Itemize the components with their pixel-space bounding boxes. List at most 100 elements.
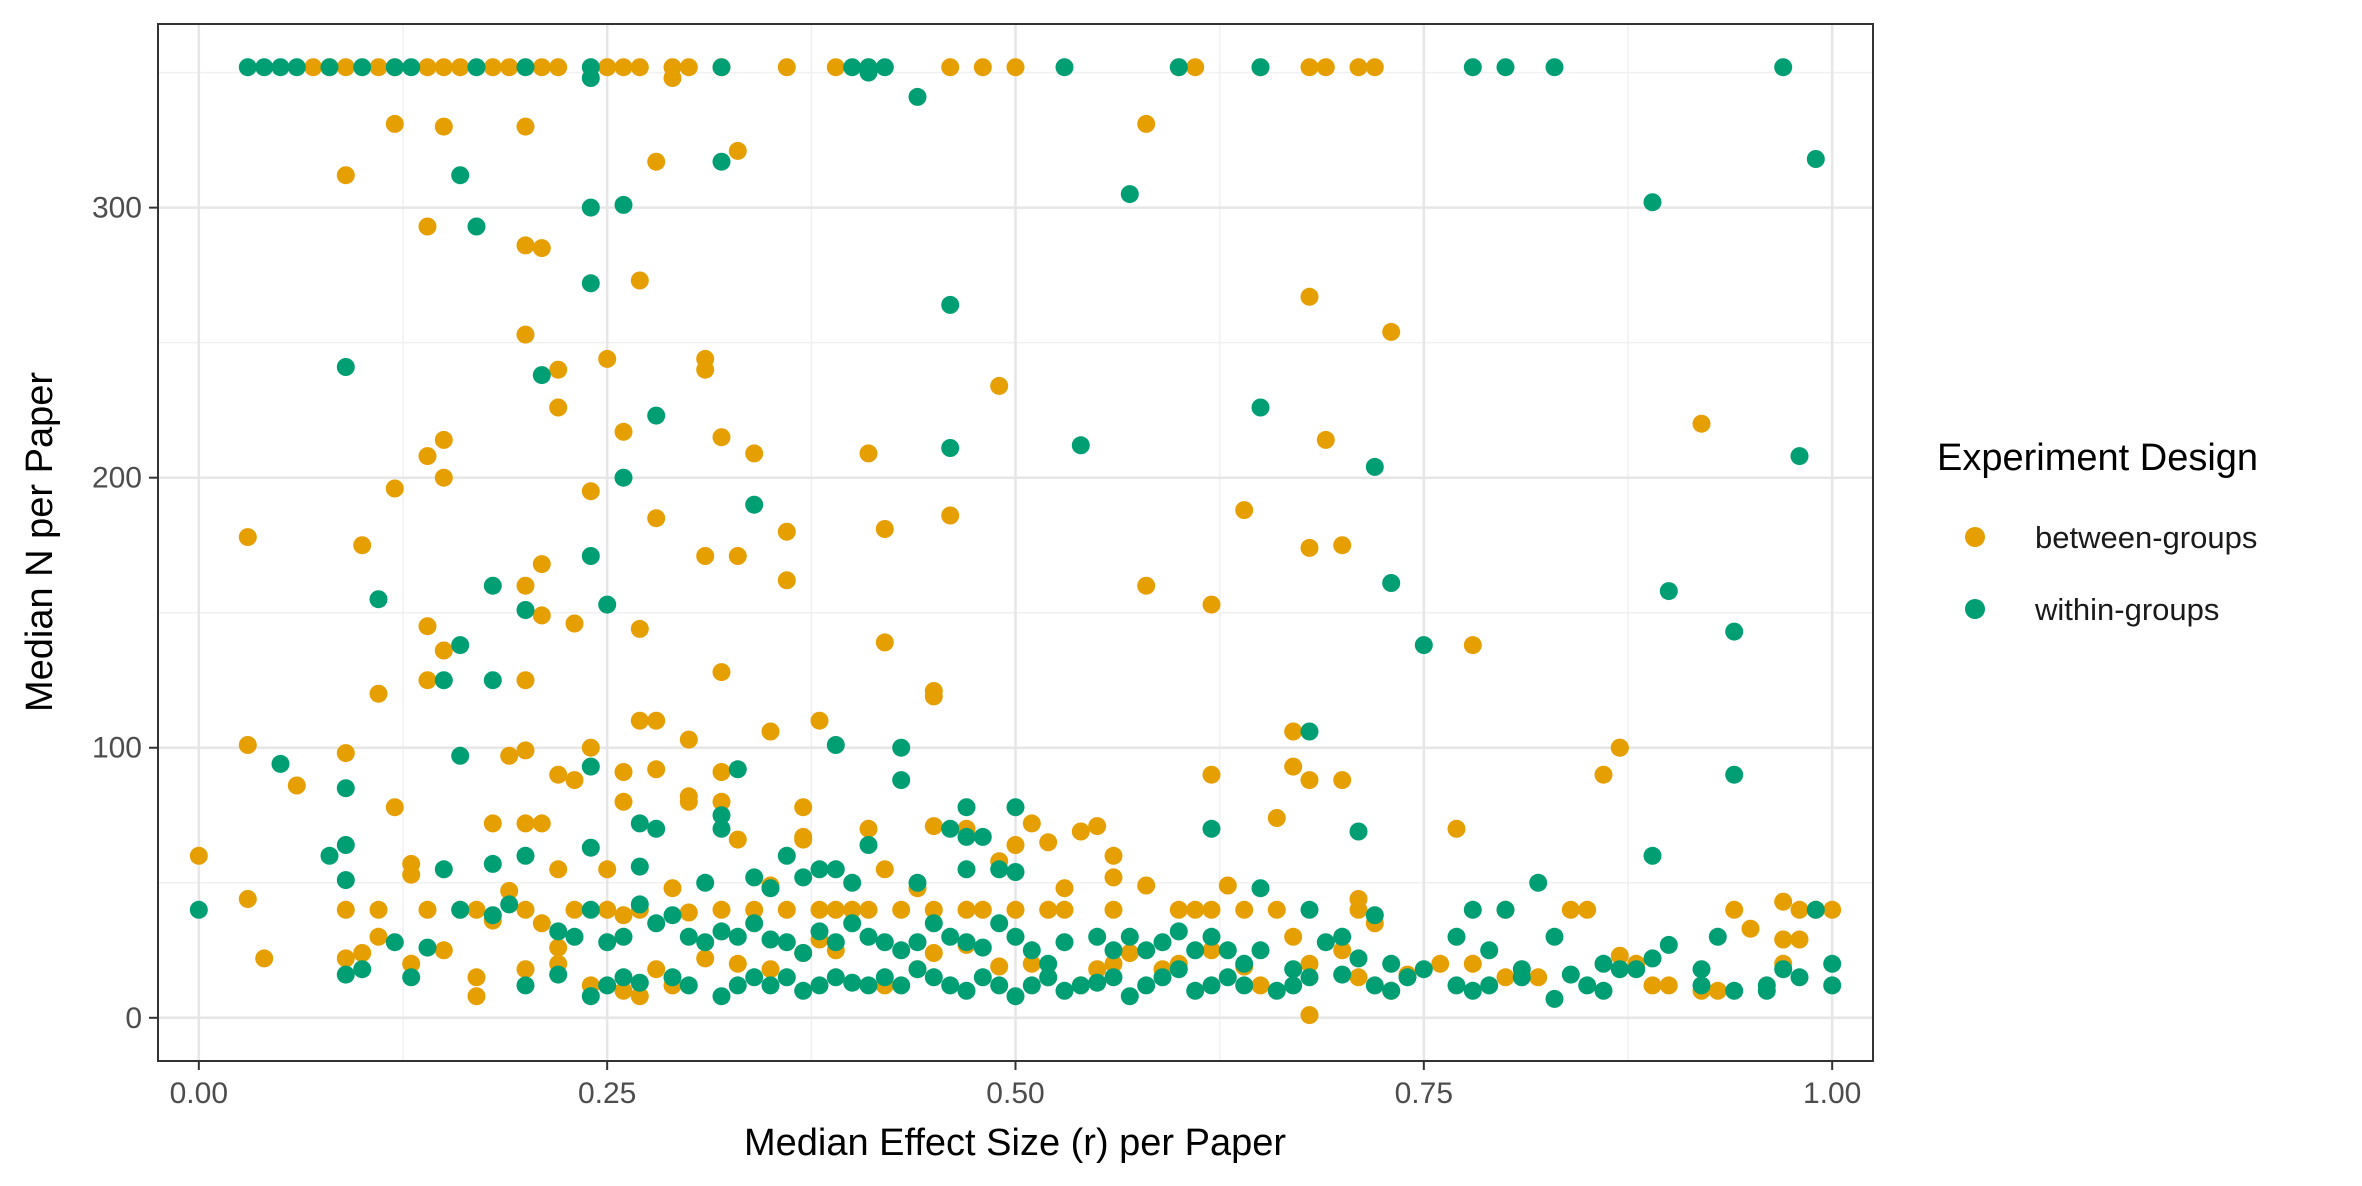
data-point-within-groups	[875, 58, 894, 77]
data-point-within-groups	[908, 873, 927, 892]
data-point-between-groups	[1300, 954, 1319, 973]
data-point-between-groups	[1431, 954, 1450, 973]
data-point-between-groups	[336, 900, 355, 919]
data-point-between-groups	[1823, 900, 1842, 919]
data-point-between-groups	[647, 509, 666, 528]
data-point-between-groups	[1349, 58, 1368, 77]
data-point-within-groups	[1153, 968, 1172, 987]
data-point-between-groups	[1365, 58, 1384, 77]
data-point-within-groups	[990, 976, 1009, 995]
data-point-between-groups	[565, 614, 584, 633]
data-point-between-groups	[304, 58, 323, 77]
data-point-between-groups	[418, 671, 437, 690]
data-point-between-groups	[581, 738, 600, 757]
data-point-within-groups	[1300, 968, 1319, 987]
data-point-between-groups	[1088, 960, 1107, 979]
data-point-between-groups	[1741, 919, 1760, 938]
data-point-between-groups	[581, 482, 600, 501]
data-point-within-groups	[810, 922, 829, 941]
data-point-between-groups	[1202, 941, 1221, 960]
data-point-within-groups	[843, 973, 862, 992]
data-point-between-groups	[1561, 900, 1580, 919]
data-point-within-groups	[451, 166, 470, 185]
data-point-within-groups	[1365, 457, 1384, 476]
data-point-between-groups	[516, 325, 535, 344]
data-point-within-groups	[483, 854, 502, 873]
data-point-between-groups	[712, 428, 731, 447]
data-point-within-groups	[1806, 150, 1825, 168]
data-point-within-groups	[598, 933, 617, 952]
data-point-between-groups	[745, 900, 764, 919]
data-point-within-groups	[924, 914, 943, 933]
data-point-within-groups	[1104, 941, 1123, 960]
data-point-within-groups	[630, 895, 649, 914]
data-point-within-groups	[1790, 968, 1809, 987]
x-tick-label: 0.25	[578, 1077, 636, 1110]
data-point-between-groups	[516, 741, 535, 760]
data-point-between-groups	[549, 360, 568, 379]
data-point-within-groups	[1218, 941, 1237, 960]
legend-key-between-groups	[1965, 527, 1985, 547]
data-point-within-groups	[1300, 900, 1319, 919]
data-point-between-groups	[402, 865, 421, 884]
data-point-between-groups	[1284, 757, 1303, 776]
data-point-between-groups	[696, 360, 715, 379]
data-point-between-groups	[728, 830, 747, 849]
data-point-between-groups	[369, 927, 388, 946]
data-point-within-groups	[581, 274, 600, 293]
data-point-between-groups	[924, 944, 943, 962]
data-point-between-groups	[500, 746, 519, 765]
data-point-between-groups	[1349, 968, 1368, 987]
data-point-between-groups	[614, 763, 633, 781]
data-point-between-groups	[761, 960, 780, 979]
data-point-between-groups	[1022, 814, 1041, 833]
data-point-between-groups	[1349, 900, 1368, 919]
data-point-within-groups	[1137, 976, 1156, 995]
data-point-within-groups	[1708, 927, 1727, 946]
data-point-within-groups	[941, 976, 960, 995]
data-point-between-groups	[500, 881, 519, 900]
data-point-within-groups	[1022, 976, 1041, 995]
data-point-between-groups	[663, 879, 682, 898]
data-point-between-groups	[385, 114, 404, 133]
data-point-between-groups	[418, 617, 437, 636]
data-point-within-groups	[1120, 987, 1139, 1006]
data-point-between-groups	[434, 641, 453, 660]
data-point-within-groups	[1512, 968, 1531, 987]
data-point-between-groups	[728, 547, 747, 565]
y-tick-label: 0	[125, 1002, 142, 1035]
data-point-between-groups	[1774, 892, 1793, 911]
data-point-within-groups	[1561, 965, 1580, 984]
data-point-within-groups	[500, 895, 519, 914]
data-point-between-groups	[1692, 414, 1711, 433]
data-point-between-groups	[826, 900, 845, 919]
data-point-between-groups	[647, 960, 666, 979]
data-point-within-groups	[941, 819, 960, 838]
data-point-between-groups	[1235, 501, 1254, 520]
data-point-between-groups	[549, 860, 568, 879]
data-point-between-groups	[777, 522, 796, 541]
data-point-within-groups	[712, 806, 731, 825]
data-point-between-groups	[614, 58, 633, 77]
data-point-within-groups	[810, 976, 829, 995]
data-point-between-groups	[712, 900, 731, 919]
data-point-between-groups	[1137, 114, 1156, 133]
data-point-within-groups	[679, 976, 698, 995]
data-point-within-groups	[1774, 58, 1793, 77]
data-point-within-groups	[1382, 981, 1401, 1000]
data-point-within-groups	[990, 860, 1009, 879]
data-point-between-groups	[1071, 822, 1090, 841]
data-point-between-groups	[1120, 944, 1139, 962]
data-point-within-groups	[712, 922, 731, 941]
data-point-within-groups	[1447, 976, 1466, 995]
data-point-between-groups	[973, 900, 992, 919]
data-point-between-groups	[745, 444, 764, 463]
data-point-within-groups	[1202, 927, 1221, 946]
data-point-between-groups	[1333, 941, 1352, 960]
data-point-between-groups	[826, 58, 845, 77]
data-point-between-groups	[1202, 765, 1221, 784]
data-point-within-groups	[843, 58, 862, 77]
data-point-within-groups	[630, 973, 649, 992]
data-point-between-groups	[549, 765, 568, 784]
